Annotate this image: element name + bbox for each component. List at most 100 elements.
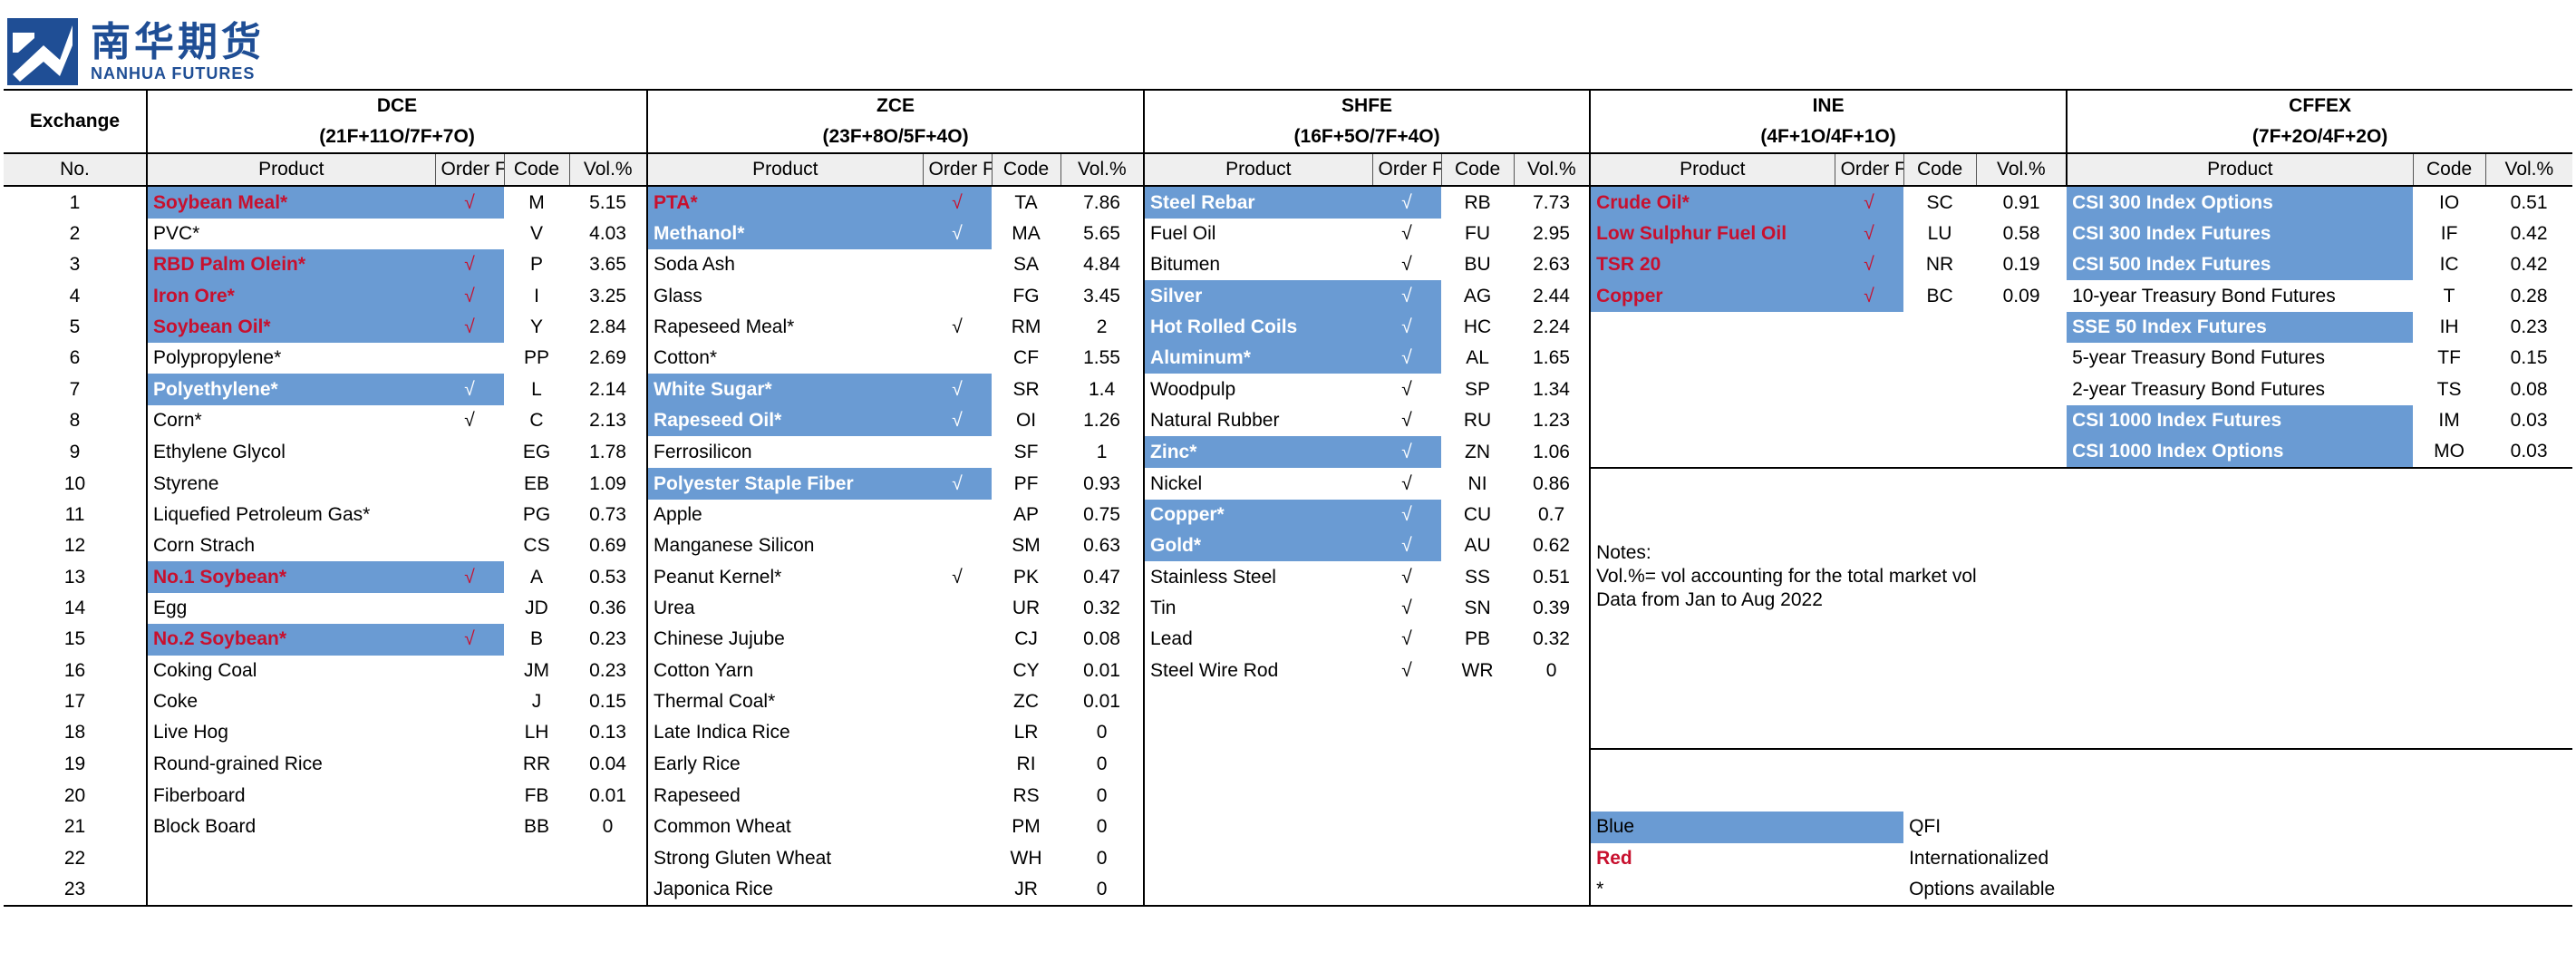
zce-code: OI: [1015, 409, 1037, 431]
zce-code: PF: [1013, 472, 1039, 494]
shfe-order-fee: √: [1401, 628, 1412, 650]
row-number: 4: [4, 280, 148, 312]
cffex-code: MO: [2434, 441, 2465, 462]
table-row: 14 Egg JD 0.36 Urea UR 0.32 Tin √ SN 0.39: [4, 592, 2572, 625]
zce-product: Japonica Rice: [647, 873, 924, 908]
zce-order-fee: [923, 593, 992, 624]
dce-order-fee: √: [435, 624, 504, 656]
zce-order-fee: [923, 249, 992, 280]
shfe-empty-cell: [1441, 873, 1515, 908]
zce-code: PK: [1013, 566, 1040, 588]
shfe-empty-cell: [1144, 873, 1373, 908]
dce-code: CS: [523, 535, 550, 557]
shfe-product: Copper*: [1144, 499, 1373, 531]
dce-vol: [569, 842, 649, 874]
shfe-empty-cell: [1144, 781, 1372, 812]
cffex-vol-header: Vol.%: [2485, 153, 2573, 188]
dce-product: [147, 873, 435, 908]
shfe-code: BU: [1464, 254, 1491, 276]
zce-order-fee: [923, 436, 992, 468]
cffex-code: T: [2443, 285, 2455, 306]
row-number: 18: [4, 717, 148, 749]
zce-order-fee: [923, 781, 992, 812]
shfe-empty-cell: [1144, 686, 1372, 717]
zce-vol: 1: [1060, 436, 1146, 469]
exchange-dce: DCE (21F+11O/7F+7O): [147, 89, 649, 154]
dce-vol: 0: [569, 812, 649, 843]
zce-vol: 0: [1060, 842, 1146, 874]
zce-code: SM: [1012, 535, 1041, 557]
shfe-empty-cell: [1144, 812, 1372, 842]
table-row: 6 Polypropylene* PP 2.69 Cotton* CF 1.55 Alumin…: [4, 343, 2572, 374]
table-row: 15 No.2 Soybean* √ B 0.23 Chinese Jujube CJ 0.0…: [4, 624, 2572, 656]
ine-code: BC: [1926, 285, 1953, 306]
logo-name-cn: 南华期货: [91, 18, 265, 65]
shfe-order-fee: √: [1372, 280, 1442, 312]
zce-order-fee: [923, 686, 992, 717]
shfe-order-fee: √: [1401, 222, 1412, 244]
dce-code: P: [529, 254, 543, 276]
zce-code: CY: [1012, 659, 1040, 681]
zce-code: LR: [1013, 722, 1039, 744]
dce-vol: 3.25: [569, 280, 649, 312]
zce-vol: 0: [1060, 748, 1146, 781]
ine-product: Crude Oil*: [1590, 186, 1835, 219]
zce-order-fee: √: [952, 566, 963, 588]
shfe-order-fee: √: [1401, 409, 1412, 431]
zce-code: ZC: [1013, 691, 1040, 713]
cffex-vol: 0.03: [2510, 409, 2548, 431]
shfe-code: AU: [1464, 535, 1491, 557]
table-row: 16 Coking Coal JM 0.23 Cotton Yarn CY 0.01 Stee…: [4, 655, 2572, 686]
table-row: 17 Coke J 0.15 Thermal Coal* ZC 0.01: [4, 685, 2572, 718]
cffex-product: SSE 50 Index Futures: [2067, 311, 2414, 344]
zce-code: SA: [1013, 254, 1040, 276]
shfe-code: SP: [1465, 378, 1491, 400]
dce-order-fee: [435, 468, 504, 499]
dce-order-fee: √: [435, 311, 504, 344]
shfe-product: Bitumen: [1150, 254, 1221, 276]
zce-product: PTA*: [647, 186, 924, 219]
shfe-vol: 1.65: [1514, 343, 1592, 374]
zce-vol: 0: [1060, 873, 1146, 908]
dce-vol: 2.13: [569, 404, 649, 437]
exchange-label: Exchange: [4, 89, 148, 154]
shfe-empty-cell: [1514, 717, 1592, 749]
dce-code: PP: [523, 347, 549, 369]
dce-vol: 1.78: [569, 436, 649, 469]
shfe-empty-cell: [1514, 873, 1592, 908]
shfe-code: HC: [1463, 316, 1492, 337]
dce-code-header: Code: [504, 153, 570, 188]
shfe-vol: 1.06: [1514, 436, 1592, 469]
zce-code: UR: [1012, 597, 1041, 618]
zce-order-fee-header: Order Fee: [923, 153, 993, 188]
shfe-vol: 1.34: [1514, 374, 1592, 405]
shfe-product: Fuel Oil: [1150, 222, 1216, 244]
dce-vol: 2.84: [569, 311, 649, 344]
ine-vol: 0.09: [2002, 285, 2040, 306]
legend-key: *: [1590, 873, 1904, 908]
zce-code: MA: [1012, 222, 1041, 244]
zce-vol: 1.55: [1060, 343, 1146, 374]
zce-vol: 1.4: [1060, 374, 1146, 405]
dce-vol: 5.15: [569, 186, 649, 219]
shfe-empty-cell: [1441, 717, 1514, 748]
zce-product: Apple: [654, 503, 702, 525]
ine-code: LU: [1927, 222, 1952, 244]
shfe-code-header: Code: [1441, 153, 1515, 188]
zce-product: Rapeseed: [654, 785, 741, 807]
shfe-vol: 7.73: [1514, 186, 1592, 219]
dce-vol: 0.69: [569, 530, 649, 562]
zce-vol: 7.86: [1060, 186, 1146, 219]
zce-vol: 0.01: [1060, 685, 1146, 718]
shfe-empty-cell: [1514, 812, 1592, 843]
zce-vol: 0.93: [1060, 468, 1146, 500]
shfe-vol: 0.39: [1514, 592, 1592, 625]
cffex-code: TS: [2436, 378, 2462, 400]
zce-product: Urea: [654, 597, 695, 618]
shfe-empty-cell: [1441, 812, 1514, 842]
cffex-product: 2-year Treasury Bond Futures: [2072, 378, 2326, 400]
dce-product: Live Hog: [153, 722, 228, 744]
dce-order-fee: √: [435, 280, 504, 312]
zce-order-fee: √: [923, 374, 993, 405]
zce-order-fee: √: [923, 404, 993, 437]
